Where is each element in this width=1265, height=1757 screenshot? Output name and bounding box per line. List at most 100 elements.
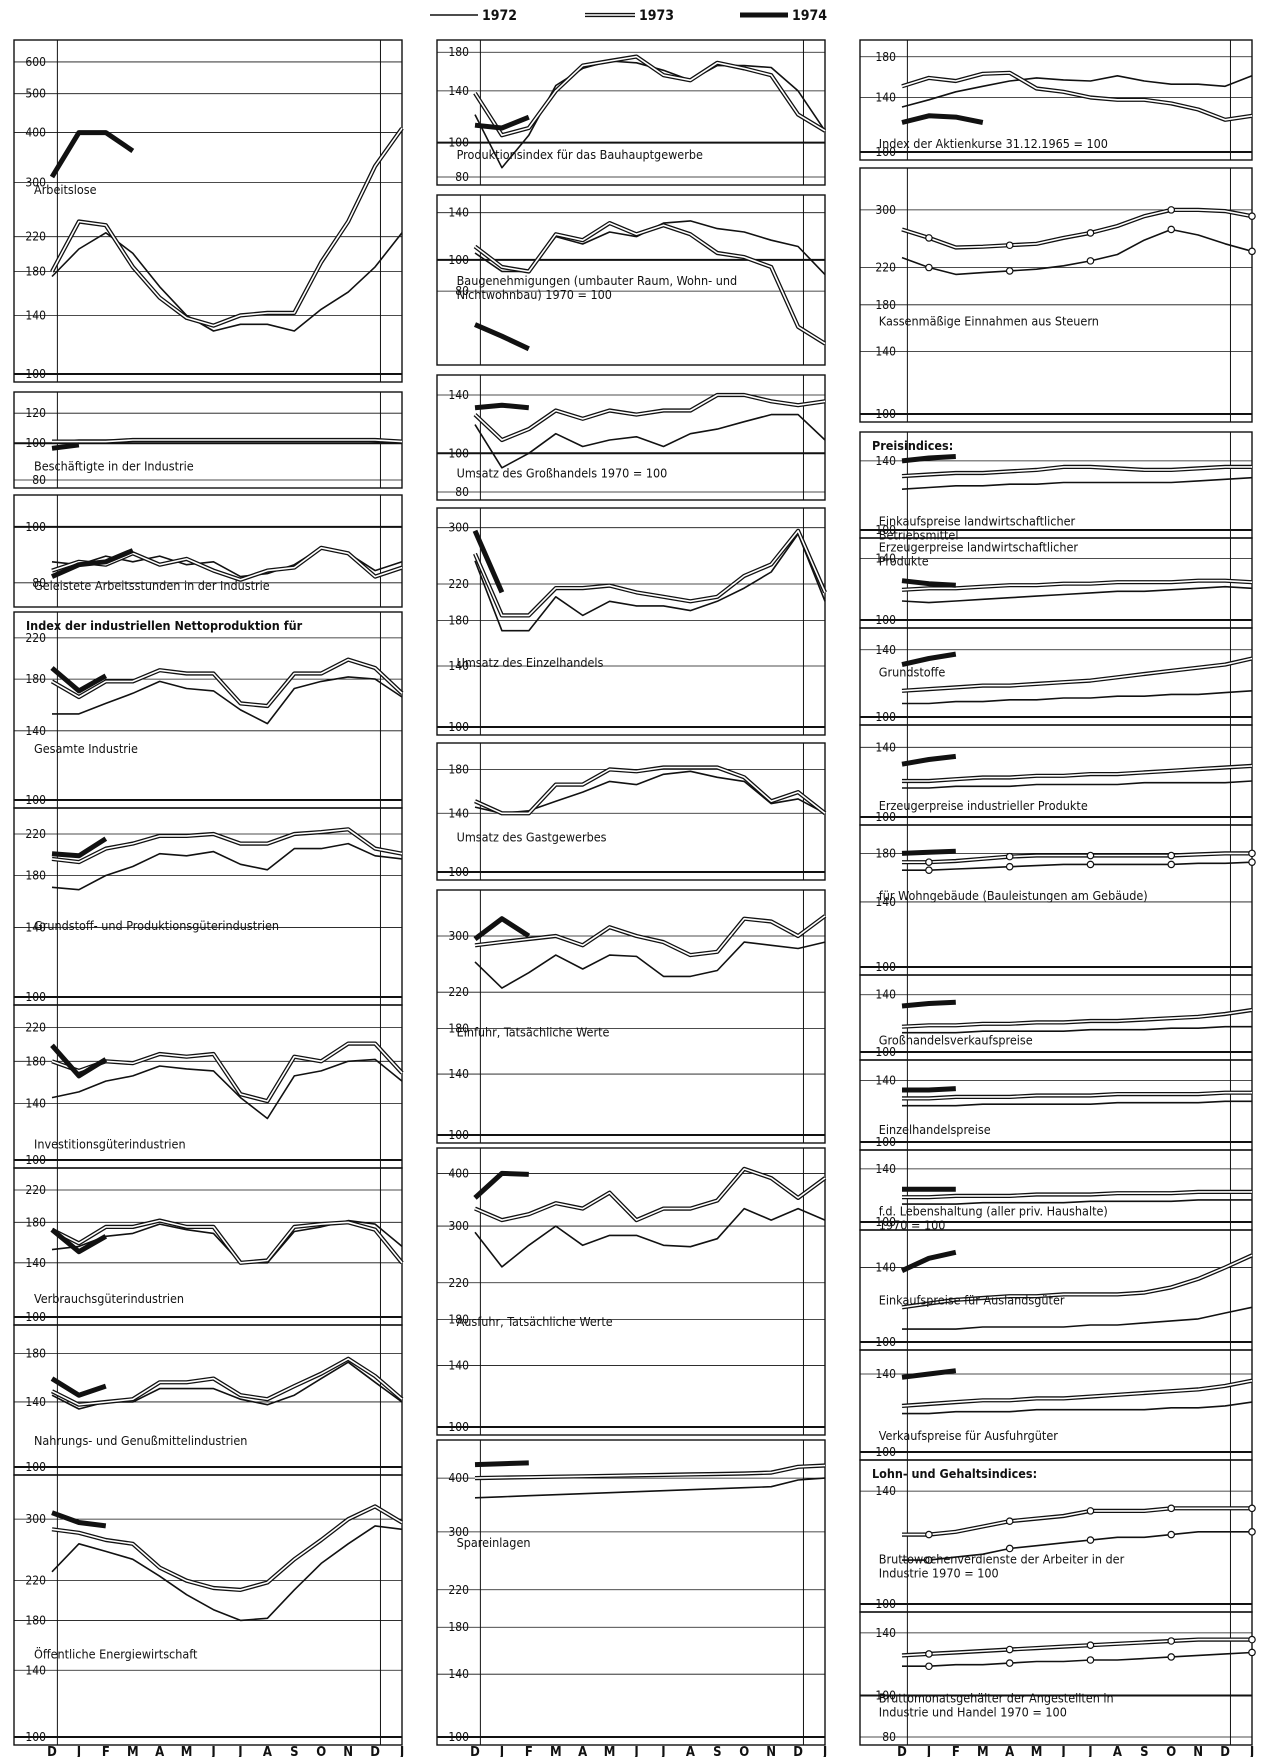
tick-label: 140 [875,344,896,358]
panel-label: Öffentliche Energiewirtschaft [34,1646,198,1662]
month-label: S [713,1745,721,1757]
month-label: F [102,1745,110,1757]
series-line-1973-inner [901,209,1253,249]
data-point-1972 [925,1662,933,1671]
panel-label: Kassenmäßige Einnahmen aus Steuern [879,313,1099,328]
tick-label: 100 [25,1153,46,1167]
panel-verbrauchsgueter: 220 180 140 100 Verbrauchsgüterindustrien [13,1167,404,1326]
data-point-1972 [1086,1536,1095,1544]
tick-label: 600 [25,55,46,69]
panel-label-continued: Industrie und Handel 1970 = 100 [879,1704,1067,1719]
tick-label: 80 [32,473,46,487]
series-line-1972 [901,585,1253,604]
data-point-1973 [1167,1637,1176,1645]
series-line-1973-inner [52,439,403,443]
series-line-1972 [902,780,1253,789]
data-point-1972 [1005,1544,1014,1553]
tick-label: 100 [25,1460,46,1474]
series-line-1973 [902,1506,1252,1537]
data-point-1972 [1086,1656,1095,1664]
panel-frame [859,1611,1253,1746]
tick-label: 220 [448,985,469,999]
tick-label: 140 [448,1067,469,1081]
series-line-1972 [474,1477,826,1499]
tick-label: 140 [875,643,896,657]
tick-label: 80 [455,485,469,499]
tick-label: 220 [25,827,46,841]
data-point-1972 [1167,1530,1176,1539]
series-line-1974 [902,1086,956,1093]
series-line-1973-inner [901,466,1252,477]
tick-label: 100 [448,1730,469,1744]
series-line-1972 [902,1100,1252,1107]
tick-label: 180 [448,762,469,776]
series-line-1974 [901,454,956,464]
month-label: S [290,1745,298,1757]
tick-label: 140 [448,206,469,220]
tick-label: 140 [448,84,469,98]
data-point-1973 [925,234,933,242]
data-point-1973 [1005,1517,1014,1525]
tick-label: 220 [25,1183,46,1197]
tick-label: 100 [25,436,46,450]
month-label: M [604,1745,616,1757]
panel-energie: 300 220 180 140 100 Öffentliche Energiewirtsc… [13,1474,404,1746]
panel-label: Einkaufspreise landwirtschaftlicher [879,513,1076,528]
series-line-1973-inner [901,72,1253,121]
panel-frame [859,39,1253,161]
tick-label: 140 [875,1261,896,1275]
panel-label: Investitionsgüterindustrien [34,1136,186,1151]
legend-item-1972: 1972 [430,8,517,24]
tick-label: 100 [875,1135,896,1149]
panel-label: Ausfuhr, Tatsächliche Werte [457,1314,613,1329]
tick-label: 140 [875,1484,896,1498]
tick-label: 140 [875,454,896,468]
panel-auslandsgueter: 140 100 Einkaufspreise für Auslandsgüter [859,1229,1253,1351]
series-line-1973-inner [51,1505,403,1591]
tick-label: 140 [875,552,896,566]
series-line-1974 [474,1460,529,1468]
panel-frame [13,611,403,809]
panel-erzeuger-landw: 140 100 Erzeugerpreise landwirtschaftliche… [859,537,1253,629]
tick-label: 140 [448,388,469,402]
tick-label: 400 [448,1471,469,1485]
panel-label: Erzeugerpreise landwirtschaftlicher [879,540,1079,555]
series-line-1973-inner [51,658,403,707]
data-point-1973 [1086,1507,1095,1515]
month-label: A [155,1745,164,1757]
month-label: O [1166,1745,1176,1757]
data-point-1973 [1005,1645,1014,1654]
series-line-1973-inner [474,55,826,136]
month-label: A [578,1745,587,1757]
series-line-1972 [52,676,403,725]
panel-label: Verbrauchsgüterindustrien [34,1291,184,1306]
panel-nahrungsmittel: 180 140 100 Nahrungs- und Genußmittelindust… [13,1324,404,1476]
month-label: J [237,1745,242,1757]
tick-label: 220 [25,230,46,244]
series-line-1973-inner [474,915,826,956]
month-label: D [470,1745,480,1757]
series-line-1972 [902,690,1253,705]
panel-grundstoff: 220 180 140 100 Grundstoff- und Produktionsg… [13,807,403,1006]
panel-ausfuhr: 400 300 220 180 140 100 Ausfuhr, Tatsächliche … [436,1147,827,1436]
series-line-1974 [474,114,530,131]
panel-label: Produktionsindex für das Bauhauptgewerbe [457,147,703,162]
panel-label: f.d. Lebenshaltung (aller priv. Haushalt… [879,1204,1108,1219]
panel-label: Index der Aktienkurse 31.12.1965 = 100 [879,136,1108,151]
tick-label: 400 [448,1166,469,1180]
series-line-1974 [474,402,530,411]
panel-label: Einkaufspreise für Auslandsgüter [879,1292,1065,1307]
panel-steuern: 300 220 180 140 100 Kassenmäßige Einnahmen au… [859,167,1256,423]
data-point-1972 [1248,858,1256,866]
series-line-1974 [901,1368,957,1380]
panel-label: Arbeitslose [34,182,97,197]
legend-label-1972: 1972 [482,8,517,24]
tick-label: 100 [448,446,469,460]
panel-label: Umsatz des Gastgewerbes [457,830,607,845]
series-line-1974 [51,836,108,859]
tick-label: 100 [875,1045,896,1059]
panel-label-continued: 1970 = 100 [879,1218,946,1233]
tick-label: 300 [448,929,469,943]
